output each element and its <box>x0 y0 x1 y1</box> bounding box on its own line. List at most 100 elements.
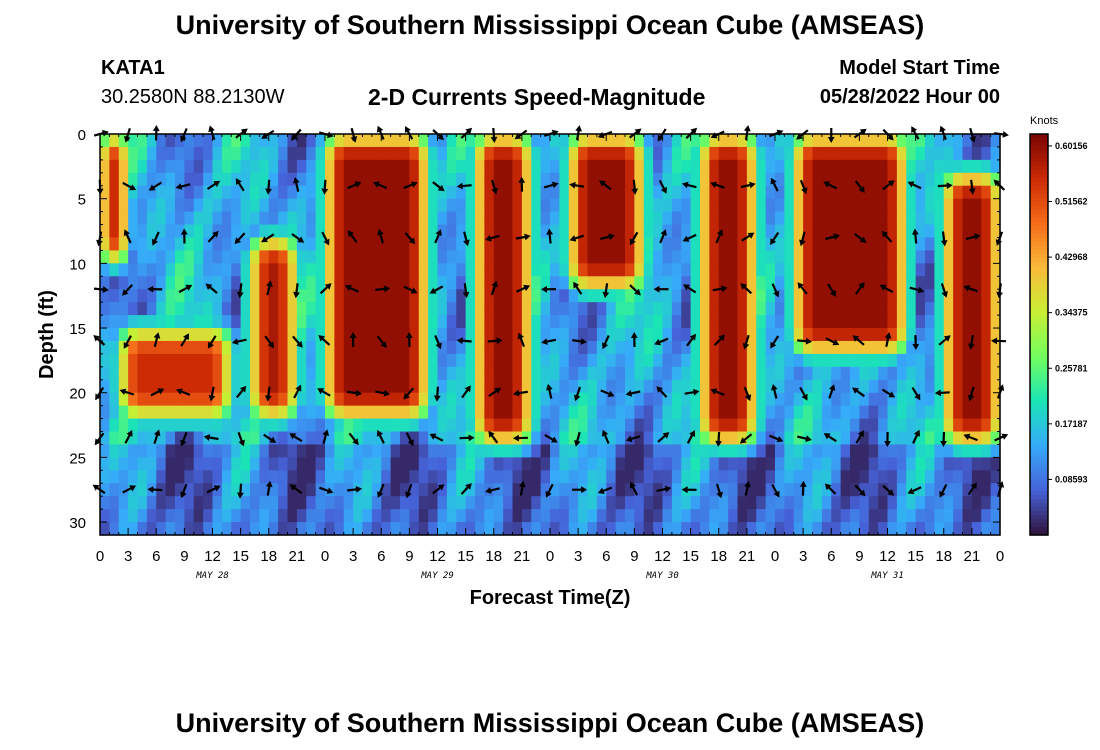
heatmap-cell <box>793 483 804 497</box>
heatmap-cell <box>803 405 814 420</box>
current-arrow <box>459 434 475 442</box>
heatmap-cell <box>690 134 701 148</box>
heatmap-cell <box>943 444 954 458</box>
heatmap-cell <box>259 237 270 252</box>
heatmap-cell <box>287 379 298 394</box>
heatmap-cell <box>165 457 176 471</box>
heatmap-cell <box>606 198 617 213</box>
heatmap-cell <box>803 353 814 368</box>
heatmap-cell <box>100 237 110 252</box>
heatmap-cell <box>925 146 935 161</box>
heatmap-cell <box>437 134 448 148</box>
heatmap-cell <box>746 289 757 303</box>
heatmap-cell <box>231 328 242 342</box>
heatmap-cell <box>400 379 410 394</box>
current-arrow <box>545 483 554 498</box>
x-tick-label: 9 <box>855 548 863 565</box>
heatmap-cell <box>812 172 823 187</box>
heatmap-cell <box>306 159 317 174</box>
heatmap-cell <box>653 496 664 510</box>
heatmap-cell <box>203 224 214 239</box>
heatmap-cell <box>390 250 401 264</box>
heatmap-cell <box>193 444 204 458</box>
heatmap-cell <box>625 340 635 355</box>
heatmap-cell <box>821 263 832 277</box>
heatmap-cell <box>709 159 720 174</box>
heatmap-cell <box>128 172 139 187</box>
heatmap-cell <box>109 392 120 407</box>
heatmap-cell <box>231 263 242 277</box>
heatmap-cell <box>765 224 776 239</box>
current-arrow <box>485 487 500 494</box>
heatmap-cell <box>915 444 926 458</box>
heatmap-cell <box>268 328 279 342</box>
heatmap-cell <box>475 379 485 394</box>
heatmap-cell <box>475 172 485 187</box>
heatmap-cell <box>634 379 645 394</box>
heatmap-cell <box>371 185 382 200</box>
heatmap-cell <box>371 224 382 239</box>
heatmap-cell <box>831 159 842 174</box>
heatmap-cell <box>325 185 335 200</box>
heatmap-cell <box>184 172 195 187</box>
heatmap-cell <box>203 237 214 252</box>
heatmap-cell <box>606 457 617 471</box>
heatmap-cell <box>681 496 692 510</box>
heatmap-cell <box>465 328 476 342</box>
heatmap-cell <box>193 211 204 226</box>
heatmap-cell <box>540 392 551 407</box>
colorbar-segment <box>1030 406 1048 412</box>
heatmap-cell <box>756 470 767 484</box>
heatmap-cell <box>315 366 326 381</box>
heatmap-cell <box>943 159 954 174</box>
heatmap-cell <box>278 366 289 381</box>
heatmap-cell <box>156 392 167 407</box>
heatmap-cell <box>559 159 570 174</box>
current-arrow <box>180 483 188 499</box>
heatmap-cell <box>146 134 157 148</box>
heatmap-cell <box>615 522 626 536</box>
heatmap-cell <box>325 353 335 368</box>
heatmap-cell <box>578 263 589 277</box>
heatmap-cell <box>287 315 298 329</box>
heatmap-cell <box>765 198 776 213</box>
heatmap-cell <box>193 276 204 290</box>
colorbar-segment <box>1030 342 1048 348</box>
heatmap-cell <box>437 392 448 407</box>
heatmap-cell <box>606 134 617 148</box>
heatmap-cell <box>465 522 476 536</box>
heatmap-cell <box>887 315 898 329</box>
heatmap-cell <box>596 211 607 226</box>
heatmap-cell <box>803 224 814 239</box>
current-arrow <box>376 335 387 349</box>
heatmap-cell <box>943 496 954 510</box>
heatmap-cell <box>859 405 870 420</box>
heatmap-cell <box>568 159 579 174</box>
current-arrow <box>740 283 753 295</box>
heatmap-cell <box>428 289 439 303</box>
heatmap-cell <box>521 224 532 239</box>
heatmap-cell <box>671 302 682 316</box>
heatmap-cell <box>231 315 242 329</box>
heatmap-cell <box>250 172 260 187</box>
current-arrow <box>487 337 503 345</box>
heatmap-cell <box>887 483 898 497</box>
current-arrow <box>235 385 247 399</box>
heatmap-cell <box>493 289 504 303</box>
heatmap-cell <box>596 392 607 407</box>
heatmap-cell <box>756 302 767 316</box>
heatmap-cell <box>587 302 598 316</box>
heatmap-cell <box>418 405 429 420</box>
heatmap-cell <box>146 340 157 355</box>
colorbar-segment <box>1030 462 1048 468</box>
heatmap-cell <box>915 405 926 420</box>
colorbar-segment <box>1030 250 1048 255</box>
heatmap-cell <box>915 263 926 277</box>
current-arrow <box>600 233 615 241</box>
heatmap-cell <box>118 522 129 536</box>
heatmap-cell <box>953 237 964 252</box>
heatmap-cell <box>146 379 157 394</box>
heatmap-cell <box>475 418 485 433</box>
heatmap-cell <box>428 224 439 239</box>
heatmap-cell <box>906 134 917 148</box>
